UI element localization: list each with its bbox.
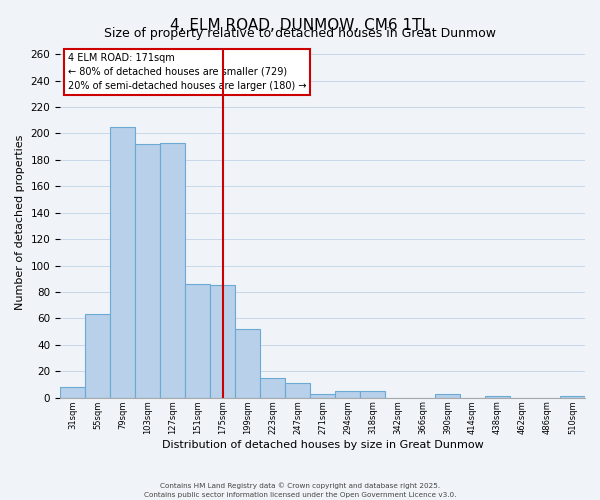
Bar <box>85 314 110 398</box>
Bar <box>310 394 335 398</box>
Text: Size of property relative to detached houses in Great Dunmow: Size of property relative to detached ho… <box>104 28 496 40</box>
Bar <box>335 391 360 398</box>
X-axis label: Distribution of detached houses by size in Great Dunmow: Distribution of detached houses by size … <box>161 440 484 450</box>
Text: 4 ELM ROAD: 171sqm
← 80% of detached houses are smaller (729)
20% of semi-detach: 4 ELM ROAD: 171sqm ← 80% of detached hou… <box>68 53 307 91</box>
Bar <box>135 144 160 398</box>
Bar <box>210 286 235 398</box>
Bar <box>110 127 135 398</box>
Text: 4, ELM ROAD, DUNMOW, CM6 1TL: 4, ELM ROAD, DUNMOW, CM6 1TL <box>170 18 430 32</box>
Bar <box>235 329 260 398</box>
Bar <box>60 387 85 398</box>
Bar <box>485 396 510 398</box>
Bar <box>185 284 210 398</box>
Bar <box>560 396 585 398</box>
Text: Contains HM Land Registry data © Crown copyright and database right 2025.
Contai: Contains HM Land Registry data © Crown c… <box>144 482 456 498</box>
Bar <box>160 142 185 398</box>
Bar <box>360 391 385 398</box>
Bar <box>435 394 460 398</box>
Y-axis label: Number of detached properties: Number of detached properties <box>15 135 25 310</box>
Bar <box>260 378 285 398</box>
Bar <box>285 383 310 398</box>
